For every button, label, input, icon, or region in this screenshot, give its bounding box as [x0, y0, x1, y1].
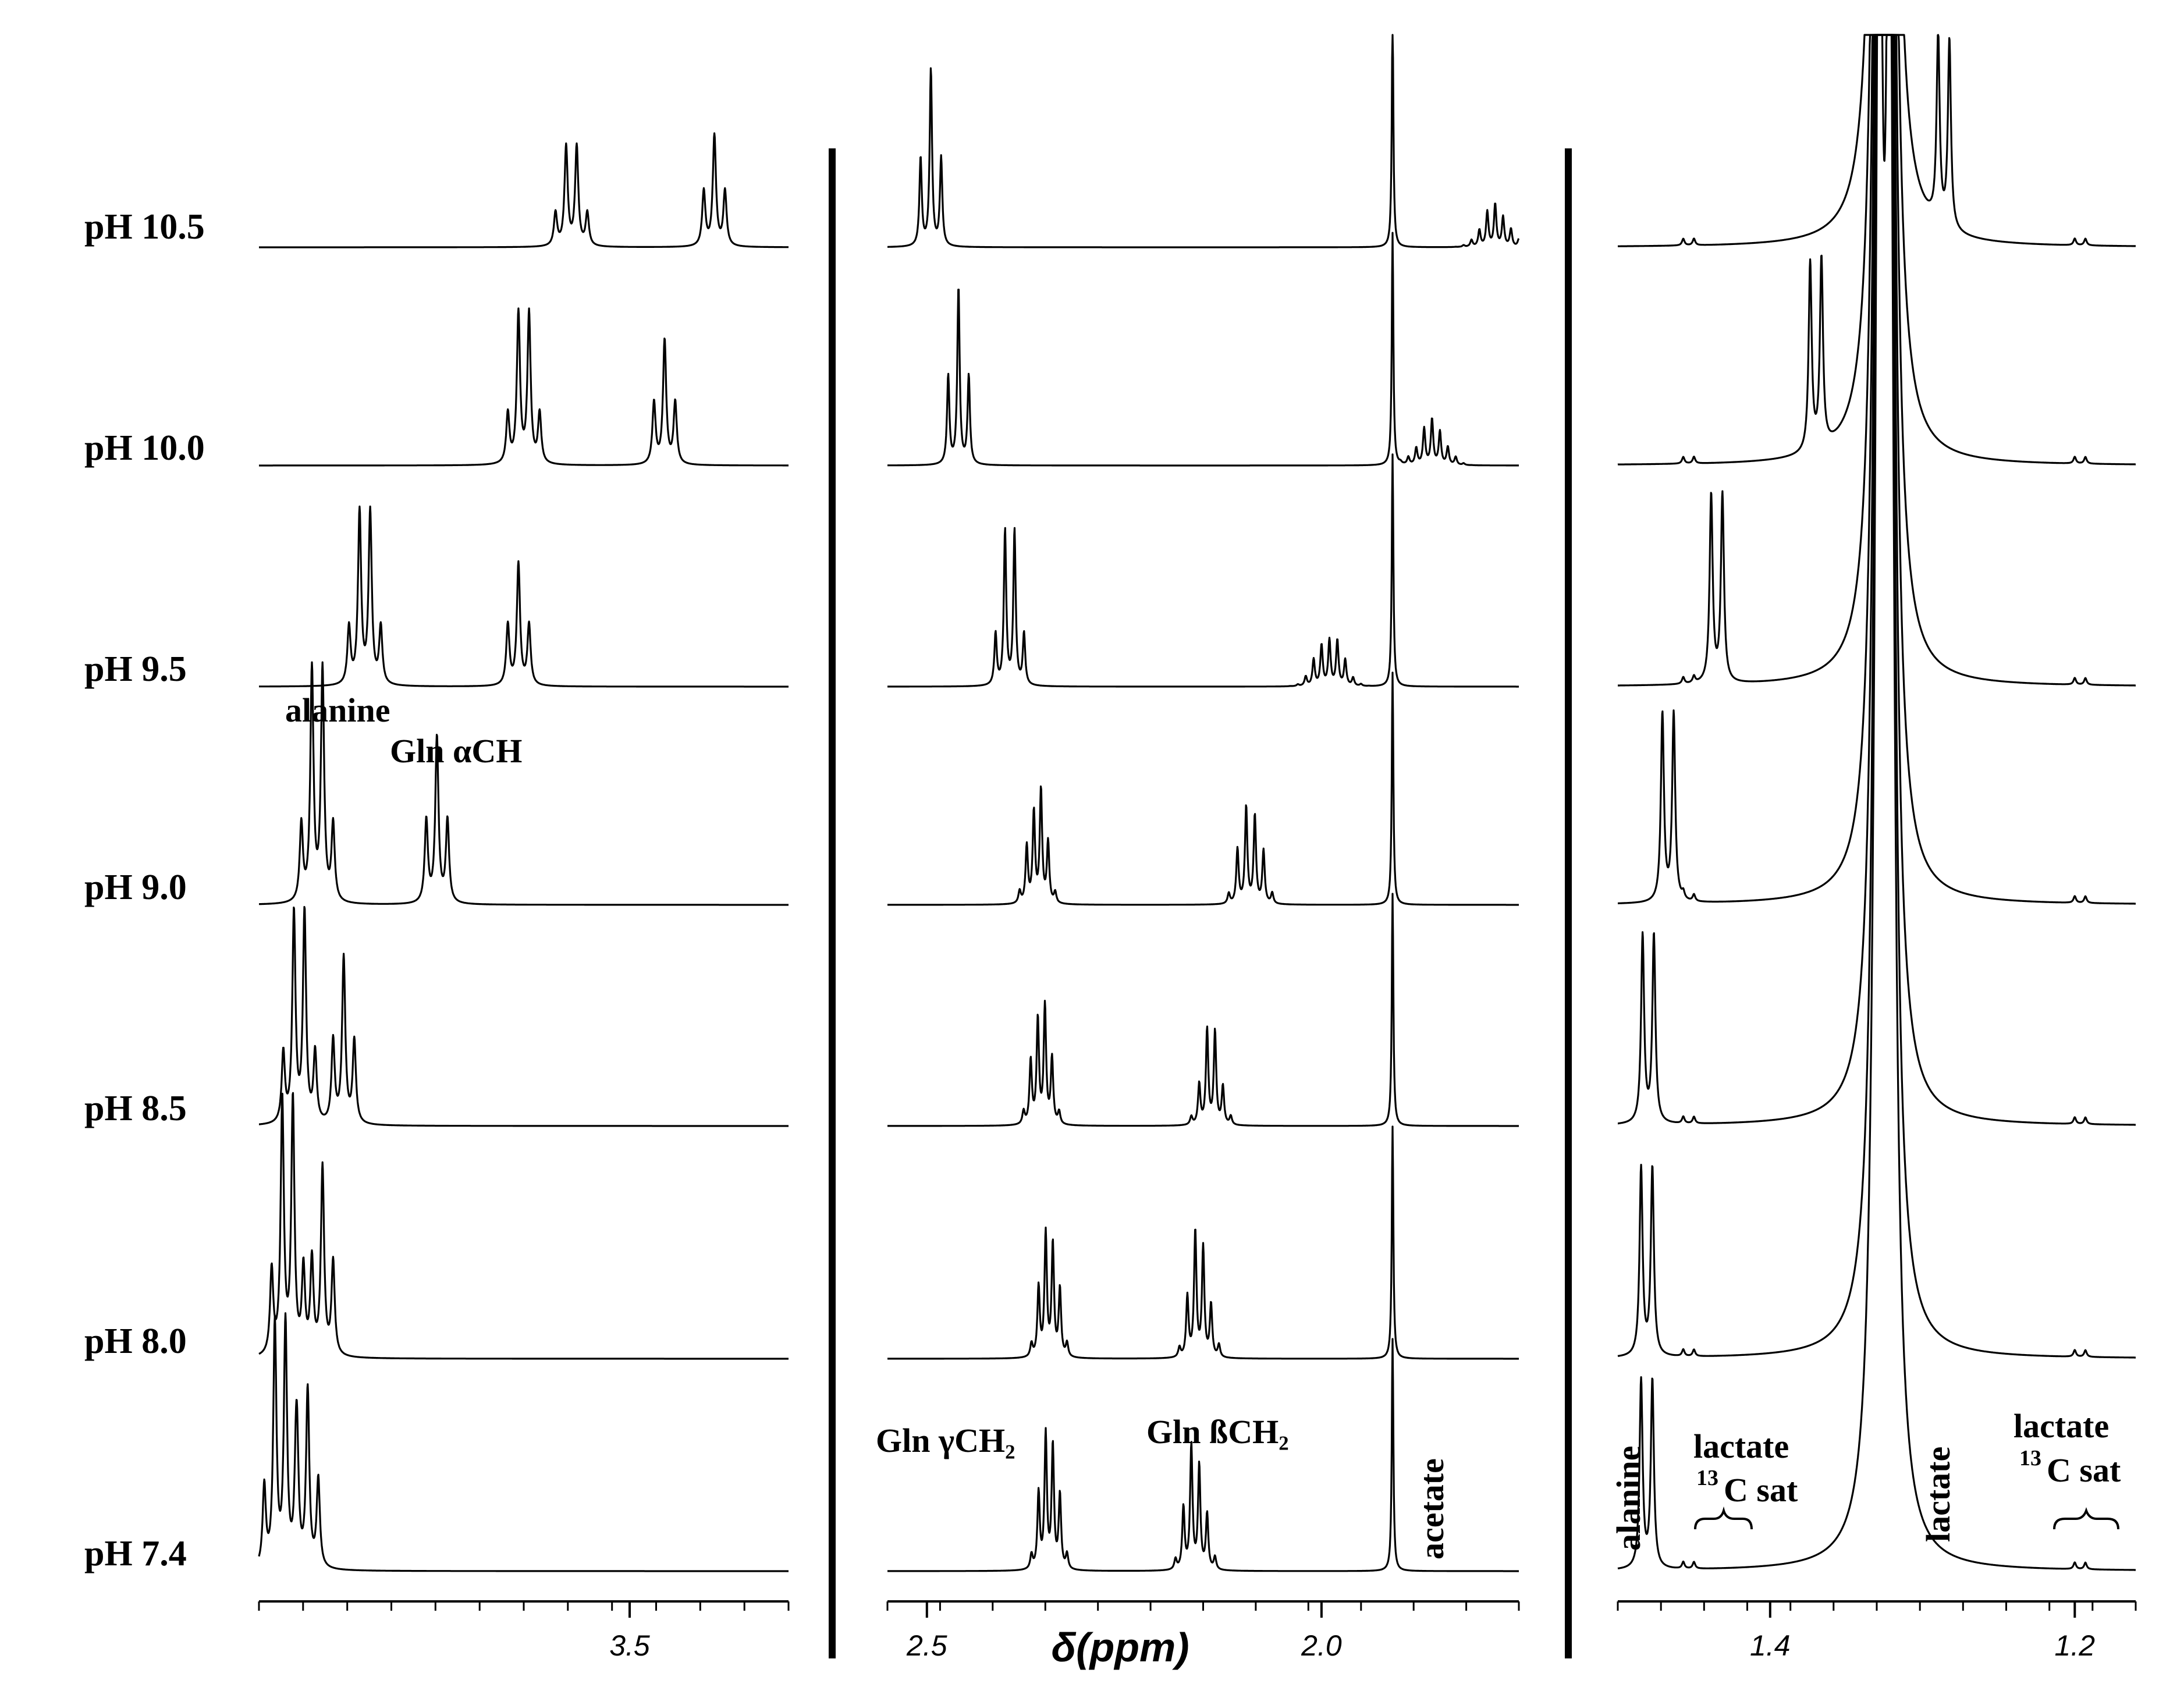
c13-superscript-right: 13 [2019, 1446, 2041, 1470]
x-axis-lactate-region: 1.4 1.2 [1618, 1601, 2136, 1662]
annotation-alanine-left: alanine [285, 691, 390, 729]
row-label-ph-8-0: pH 8.0 [84, 1322, 187, 1361]
annotation-lactate-c13-sat-right: lactate 13 C sat [2013, 1407, 2121, 1529]
glutamine-region-traces [887, 35, 1519, 1571]
annotation-lactate-c13-sat-left: lactate 13 C sat [1693, 1427, 1798, 1529]
row-label-ph-9-5: pH 9.5 [84, 649, 187, 689]
spectrum-trace-ph-8-0 [887, 1127, 1519, 1359]
ticks-alpha: 3.5 [259, 1601, 789, 1662]
spectrum-trace-ph-9-0 [887, 673, 1519, 905]
tick-label: 1.4 [1750, 1629, 1791, 1662]
annotation-gln-gamma-ch2: Gln γCH₂ [876, 1422, 1015, 1459]
tick-label: 2.5 [906, 1629, 947, 1662]
brace-right [2054, 1511, 2118, 1529]
x-axis-title: δ(ppm) [1051, 1625, 1189, 1670]
lactate-label-right: lactate [2013, 1407, 2109, 1445]
spectrum-trace-ph-10-5 [887, 35, 1519, 247]
tick-label: 2.0 [1301, 1629, 1342, 1662]
c13-superscript-left: 13 [1696, 1466, 1718, 1490]
spectrum-trace-ph-9-5 [887, 454, 1519, 687]
annotation-alanine-right: alanine [1610, 1446, 1647, 1551]
brace-left [1695, 1511, 1752, 1529]
spectrum-trace-ph-7-4 [259, 1313, 789, 1571]
spectrum-trace-ph-10-5 [259, 133, 789, 247]
nmr-stacked-spectra-figure: pH 10.5 pH 10.0 pH 9.5 pH 9.0 pH 8.5 pH … [0, 0, 2184, 1698]
spectrum-trace-ph-8-0 [259, 1093, 789, 1359]
spectrum-trace-ph-8-5 [887, 894, 1519, 1126]
spectrum-trace-ph-7-4 [1618, 35, 2136, 1570]
c-sat-label-left: C sat [1724, 1471, 1798, 1509]
row-label-ph-10-0: pH 10.0 [84, 428, 205, 468]
lactate-label-left: lactate [1693, 1427, 1789, 1465]
row-label-ph-10-5: pH 10.5 [84, 207, 205, 247]
spectrum-trace-ph-10-0 [259, 308, 789, 466]
annotation-lactate-center: lactate [1919, 1447, 1957, 1542]
spectrum-trace-ph-8-5 [259, 907, 789, 1127]
spectrum-trace-ph-10-0 [887, 233, 1519, 466]
row-label-ph-8-5: pH 8.5 [84, 1089, 187, 1128]
alpha-region-traces [259, 133, 789, 1571]
x-axis-glutamine-region: 2.5 2.0 [887, 1601, 1519, 1662]
c-sat-label-right: C sat [2047, 1451, 2121, 1489]
tick-label: 1.2 [2055, 1629, 2096, 1662]
annotation-acetate: acetate [1413, 1458, 1451, 1560]
x-axis-alpha-region: 3.5 [259, 1601, 789, 1662]
annotation-gln-alpha-ch: Gln αCH [390, 732, 522, 770]
spectrum-trace-ph-9-5 [259, 506, 789, 687]
ticks-glutamine: 2.5 2.0 [887, 1601, 1519, 1662]
annotation-gln-beta-ch2: Gln ßCH₂ [1146, 1413, 1289, 1451]
tick-label: 3.5 [609, 1629, 650, 1662]
row-labels: pH 10.5 pH 10.0 pH 9.5 pH 9.0 pH 8.5 pH … [84, 207, 205, 1573]
row-label-ph-7-4: pH 7.4 [84, 1534, 187, 1573]
lactate-region-traces [1618, 35, 2136, 1570]
ticks-lactate: 1.4 1.2 [1618, 1601, 2136, 1662]
row-label-ph-9-0: pH 9.0 [84, 868, 187, 907]
